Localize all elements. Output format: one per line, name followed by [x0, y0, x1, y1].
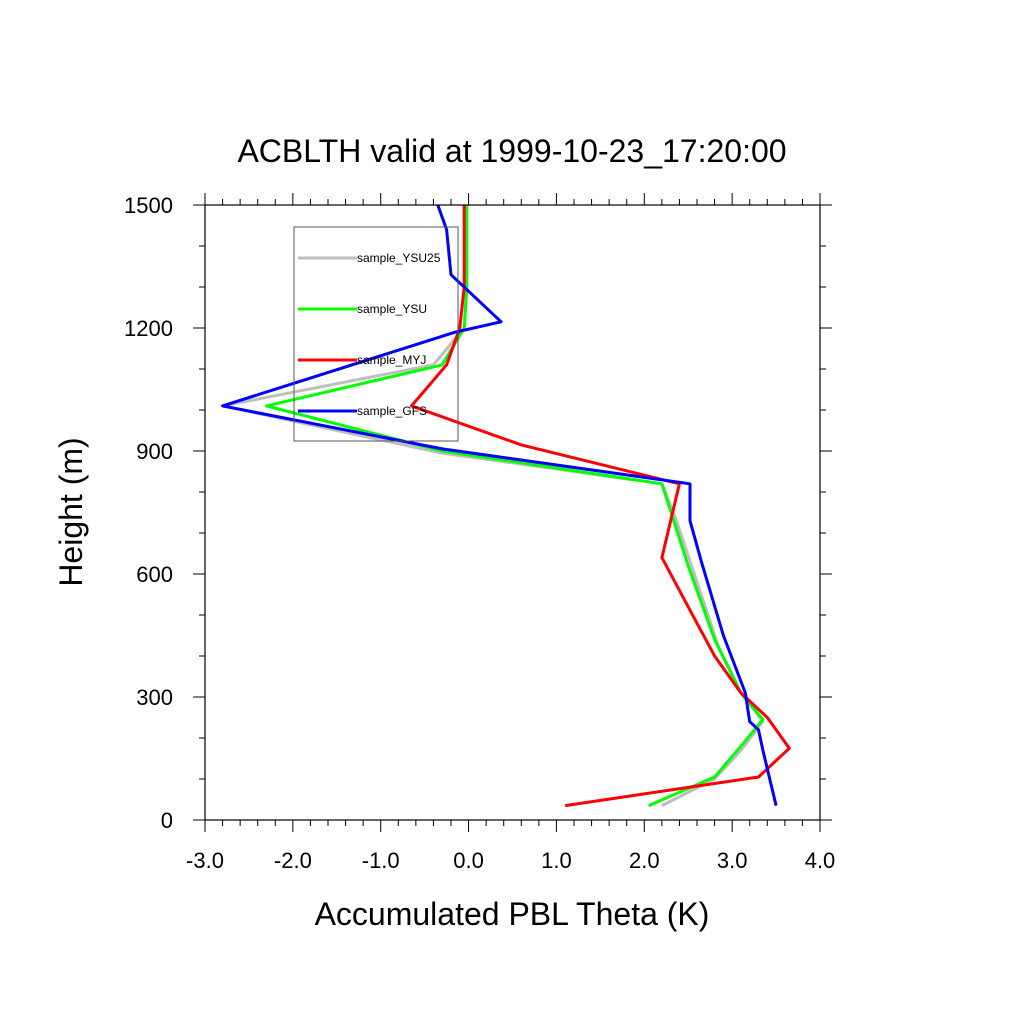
series-line-sample-ysu: [265, 205, 765, 807]
x-tick-label: -3.0: [186, 848, 224, 873]
x-tick-label: 4.0: [805, 848, 836, 873]
legend-label: sample_GFS: [357, 404, 427, 418]
y-tick-label: 900: [136, 439, 173, 464]
y-tick-label: 1200: [124, 316, 173, 341]
legend-label: sample_YSU25: [357, 251, 441, 265]
series-lines: [221, 204, 791, 808]
axis-ticks: -3.0 -2.0 -1.0 0.0 1.0 2.0 3.0 4.0 0 300 600 900 120…: [124, 193, 835, 873]
chart-title: ACBLTH valid at 1999-10-23_17:20:00: [237, 133, 786, 169]
x-tick-label: 0.0: [453, 848, 484, 873]
x-axis-title: Accumulated PBL Theta (K): [315, 896, 710, 932]
y-tick-label: 0: [161, 808, 173, 833]
plot-frame: [204, 204, 821, 821]
y-tick-label: 1500: [124, 193, 173, 218]
x-tick-label: -2.0: [274, 848, 312, 873]
y-tick-label: 300: [136, 685, 173, 710]
series-line-sample-myj: [410, 205, 791, 808]
y-tick-label: 600: [136, 562, 173, 587]
y-axis-title: Height (m): [53, 437, 89, 586]
legend-label: sample_YSU: [357, 302, 427, 316]
x-tick-label: 3.0: [717, 848, 748, 873]
series-line-sample-ysu25: [221, 205, 765, 807]
series-line-sample-gfs: [221, 204, 778, 806]
x-tick-label: -1.0: [362, 848, 400, 873]
legend: sample_YSU25 sample_YSU sample_MYJ sample_G…: [293, 226, 459, 442]
legend-box: [293, 226, 459, 442]
x-tick-label: 2.0: [629, 848, 660, 873]
legend-label: sample_MYJ: [357, 353, 426, 367]
x-tick-label: 1.0: [541, 848, 572, 873]
